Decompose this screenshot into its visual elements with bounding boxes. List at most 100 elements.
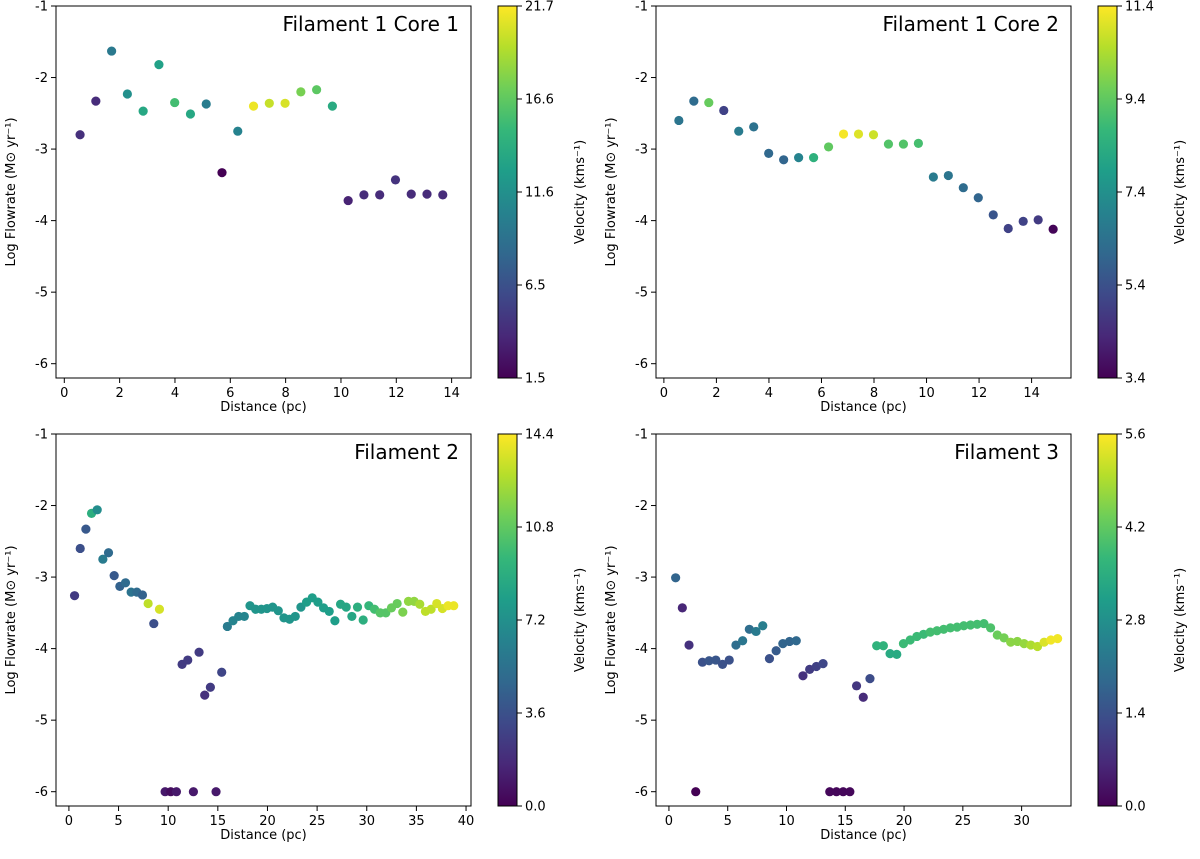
y-tick-label: -6 — [35, 357, 48, 372]
data-point — [398, 607, 408, 617]
data-point — [217, 168, 227, 178]
data-point — [913, 138, 923, 148]
data-point — [878, 641, 888, 651]
x-tick-label: 14 — [1023, 386, 1040, 401]
data-point — [103, 548, 114, 558]
colorbar — [497, 5, 518, 379]
data-point — [390, 175, 401, 185]
x-axis-label: Distance (pc) — [220, 400, 307, 415]
x-tick-label: 8 — [281, 386, 289, 401]
data-point — [273, 606, 283, 616]
data-point — [438, 190, 448, 200]
data-point — [194, 647, 204, 657]
data-point — [170, 97, 180, 108]
colorbar-label: Velocity (kms⁻¹) — [1173, 568, 1188, 672]
x-tick-label: 12 — [971, 386, 988, 401]
data-point — [838, 787, 848, 797]
colorbar-tick-label: 11.4 — [1125, 0, 1154, 15]
data-point — [985, 623, 996, 633]
y-tick-label: -1 — [35, 428, 48, 443]
data-point — [731, 640, 741, 650]
colorbar-tick-label: 21.7 — [525, 0, 554, 15]
data-point — [222, 621, 232, 632]
data-point — [1048, 224, 1058, 234]
data-point — [988, 210, 998, 220]
colorbar-tick-label: 14.4 — [525, 428, 554, 443]
data-point — [330, 616, 340, 626]
chart-filament-1-core-2: 0 2 4 6 8 10 12 14 -1 -2 -3 -4 -5 -6 Distance (pc) Log … — [604, 0, 1188, 415]
data-point — [958, 183, 968, 193]
colorbar-tick-label: 7.2 — [525, 614, 546, 629]
data-point — [1032, 641, 1043, 652]
data-point — [120, 578, 131, 588]
panel-filament-1-core-1: 0 2 4 6 8 10 12 14 -1 -2 -3 -4 -5 -6 Distance (pc) Log … — [0, 0, 600, 428]
y-tick-label: -5 — [35, 714, 48, 729]
data-point — [154, 60, 164, 70]
y-axis-label: Log Flowrate (M⊙ yr⁻¹) — [4, 117, 19, 266]
data-point — [711, 655, 721, 665]
colorbar-tick-label: 6.5 — [525, 279, 546, 294]
y-tick-label: -4 — [35, 214, 48, 229]
x-tick-label: 10 — [918, 386, 935, 401]
y-tick-label: -1 — [635, 428, 648, 443]
colorbar-tick-label: 2.8 — [1125, 614, 1146, 629]
x-tick-label: 14 — [443, 386, 460, 401]
data-point — [280, 98, 290, 108]
data-point — [217, 667, 227, 677]
data-point — [185, 109, 196, 119]
data-point — [149, 618, 159, 629]
data-point — [724, 655, 734, 665]
colorbar-tick-label: 1.4 — [1125, 707, 1146, 722]
colorbar-tick-label: 9.4 — [1125, 93, 1146, 108]
data-point — [689, 96, 699, 106]
colorbar-tick-label: 3.4 — [1125, 372, 1146, 387]
colorbar — [1097, 433, 1118, 807]
panel-filament-1-core-2: 0 2 4 6 8 10 12 14 -1 -2 -3 -4 -5 -6 Distance (pc) Log … — [600, 0, 1200, 428]
x-tick-label: 0 — [60, 386, 68, 401]
colorbar-tick-label: 10.8 — [525, 521, 554, 536]
data-point — [717, 659, 728, 669]
data-point — [853, 129, 864, 139]
data-point — [1052, 634, 1063, 644]
data-point — [375, 190, 385, 200]
x-tick-label: 8 — [870, 386, 878, 401]
data-point — [784, 636, 795, 647]
data-point — [764, 148, 774, 158]
data-point — [138, 106, 148, 116]
colorbar-label: Velocity (kms⁻¹) — [573, 140, 588, 244]
data-point — [324, 606, 334, 617]
data-point — [359, 190, 369, 200]
colorbar-tick-label: 7.4 — [1125, 186, 1146, 201]
data-point — [758, 621, 768, 631]
x-tick-label: 10 — [160, 814, 177, 829]
data-point — [999, 633, 1009, 643]
data-point — [883, 139, 894, 149]
y-axis-label: Log Flowrate (M⊙ yr⁻¹) — [604, 545, 619, 694]
data-point — [248, 101, 259, 111]
y-tick-label: -2 — [635, 71, 648, 86]
x-tick-label: 30 — [1013, 814, 1030, 829]
data-point — [201, 99, 211, 109]
x-axis-label: Distance (pc) — [220, 828, 307, 843]
data-point — [343, 195, 353, 206]
data-point — [959, 621, 969, 631]
data-point — [671, 573, 681, 583]
data-point — [358, 615, 368, 625]
data-point — [327, 101, 337, 111]
x-tick-label: 25 — [309, 814, 326, 829]
data-point — [81, 524, 91, 534]
data-point — [764, 654, 775, 664]
data-point — [143, 598, 153, 609]
x-tick-label: 20 — [896, 814, 913, 829]
data-point — [872, 641, 882, 651]
data-point — [979, 618, 989, 629]
x-tick-label: 2 — [115, 386, 123, 401]
data-point — [823, 142, 834, 152]
data-point — [154, 604, 165, 614]
chart-filament-1-core-1: 0 2 4 6 8 10 12 14 -1 -2 -3 -4 -5 -6 Distance (pc) Log … — [4, 0, 588, 415]
data-point — [1006, 637, 1016, 647]
data-point — [296, 87, 306, 97]
x-tick-label: 0 — [660, 386, 668, 401]
x-tick-label: 20 — [259, 814, 276, 829]
data-point — [825, 787, 835, 797]
